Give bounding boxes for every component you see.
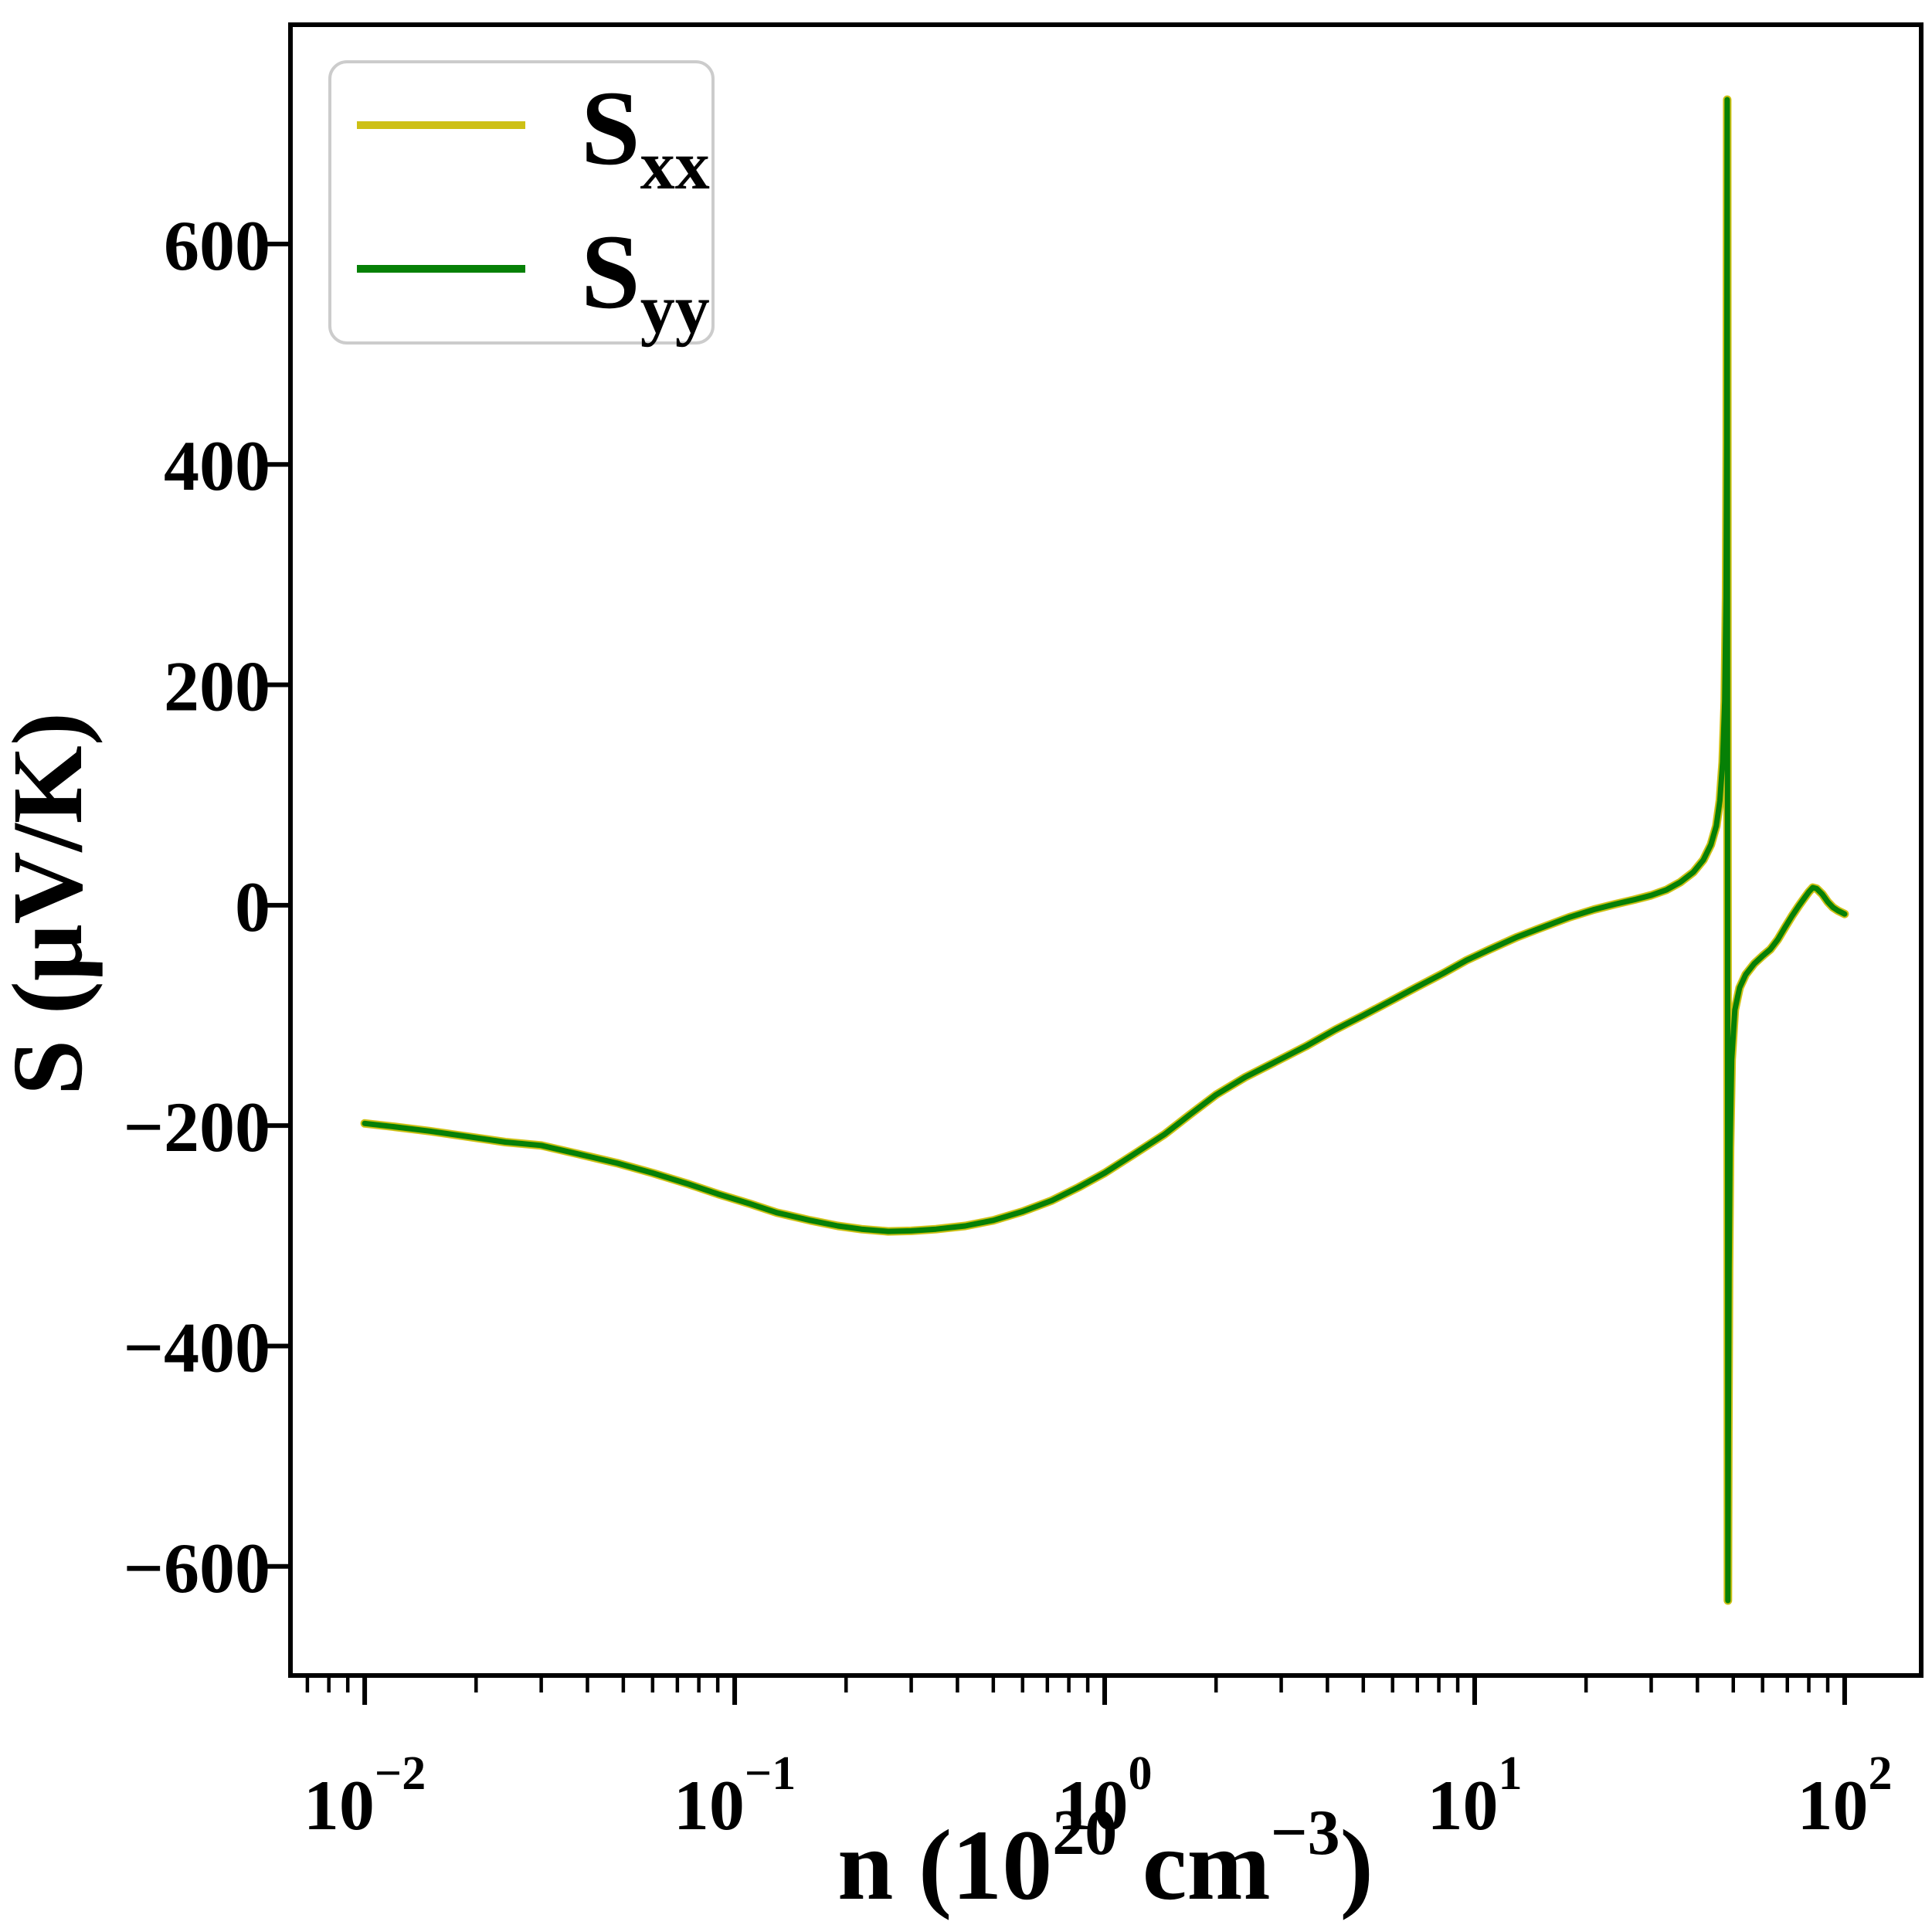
curves: [360, 95, 1849, 1605]
x-axis-label-prefix: n (10: [837, 1810, 1052, 1921]
legend-label-sxx-main: S: [581, 69, 640, 187]
x-tick-label: 102: [1797, 1747, 1892, 1845]
legend-label-syy: Syy: [581, 212, 710, 348]
y-tick-label: 200: [164, 647, 270, 726]
x-tick-base: 10: [1427, 1766, 1498, 1845]
x-tick-labels: 10−2 10−1 100 101 102: [304, 1747, 1893, 1845]
y-tick-label: −200: [124, 1088, 270, 1166]
legend-label-sxx: Sxx: [581, 69, 710, 204]
x-tick-exponent: −1: [745, 1747, 796, 1800]
x-tick-base: 10: [1058, 1766, 1129, 1845]
x-tick-exponent: 1: [1498, 1747, 1522, 1800]
legend-label-syy-sub: yy: [640, 271, 710, 348]
y-tick-label: 600: [164, 206, 270, 285]
x-tick-base: 10: [674, 1766, 745, 1845]
x-minor-ticks: [305, 1675, 1830, 1692]
x-tick-base: 10: [1797, 1766, 1868, 1845]
y-major-ticks: [261, 241, 290, 1569]
y-tick-label: 0: [235, 867, 270, 946]
x-tick-base: 10: [304, 1766, 375, 1845]
y-axis-label: S (μV/K): [0, 712, 104, 1095]
x-tick-label: 101: [1427, 1747, 1522, 1845]
x-axis-label: n (1020 cm−3): [837, 1797, 1373, 1921]
y-tick-label: 400: [164, 426, 270, 505]
x-tick-exponent: 2: [1868, 1747, 1892, 1800]
x-axis-label-suffix: ): [1340, 1810, 1373, 1921]
legend-label-sxx-sub: xx: [640, 127, 710, 204]
y-tick-label: −400: [124, 1308, 270, 1387]
x-axis-label-sup1: 20: [1052, 1797, 1117, 1869]
x-tick-label: 100: [1058, 1747, 1153, 1845]
syy-curve: [362, 97, 1848, 1604]
x-axis-label-sup2: −3: [1271, 1797, 1340, 1869]
legend-label-syy-main: S: [581, 212, 640, 331]
x-tick-exponent: 0: [1129, 1747, 1153, 1800]
x-tick-label: 10−1: [674, 1747, 796, 1845]
x-major-ticks: [362, 1675, 1847, 1705]
x-tick-label: 10−2: [304, 1747, 426, 1845]
x-tick-exponent: −2: [375, 1747, 426, 1800]
y-tick-label: −600: [124, 1529, 270, 1608]
legend: Sxx Syy: [328, 60, 715, 348]
x-axis-label-mid: cm: [1117, 1810, 1271, 1921]
y-tick-labels: 600 400 200 0 −200 −400 −600: [124, 206, 270, 1608]
